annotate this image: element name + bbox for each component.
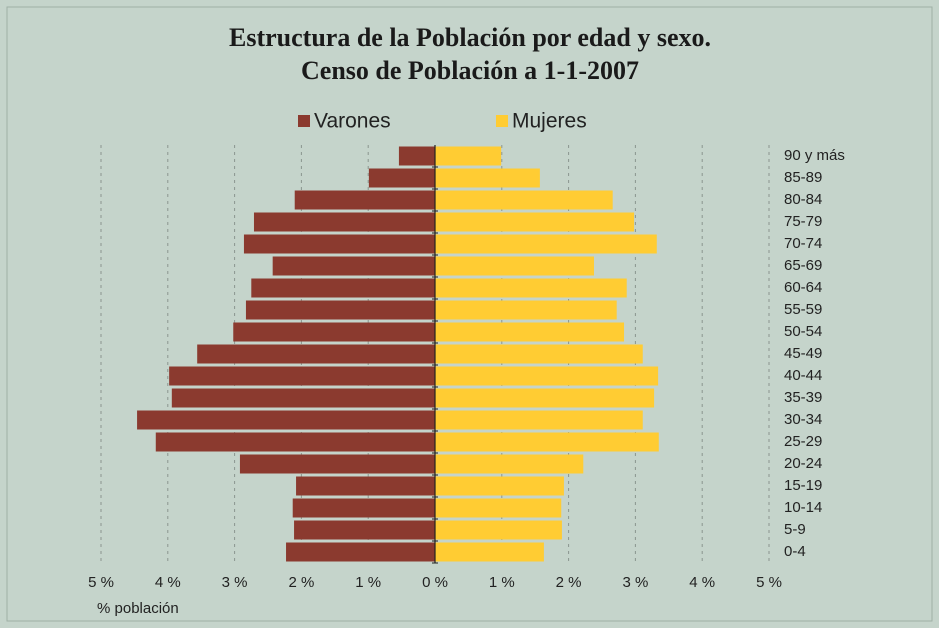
x-tick-label: 4 % bbox=[155, 574, 181, 591]
legend-label: Varones bbox=[314, 110, 391, 133]
chart-subtitle: Censo de Población a 1-1-2007 bbox=[301, 56, 639, 85]
x-tick-label: 0 % bbox=[422, 574, 448, 591]
y-tick-label: 25-29 bbox=[784, 433, 822, 450]
bar bbox=[435, 344, 643, 364]
bar bbox=[435, 388, 655, 408]
bar bbox=[435, 190, 613, 210]
bar bbox=[435, 322, 625, 342]
bar bbox=[294, 190, 435, 210]
bar bbox=[171, 388, 436, 408]
bar bbox=[435, 300, 617, 320]
y-tick-label: 35-39 bbox=[784, 389, 822, 406]
bar bbox=[272, 256, 435, 276]
y-tick-label: 45-49 bbox=[784, 345, 822, 362]
legend-label: Mujeres bbox=[512, 110, 587, 133]
bar bbox=[435, 432, 659, 452]
bar bbox=[435, 542, 544, 562]
y-tick-label: 20-24 bbox=[784, 455, 822, 472]
y-tick-label: 80-84 bbox=[784, 191, 822, 208]
y-tick-label: 90 y más bbox=[784, 147, 845, 164]
y-tick-label: 10-14 bbox=[784, 499, 822, 516]
bar bbox=[435, 454, 584, 474]
legend-swatch bbox=[298, 115, 310, 127]
y-tick-label: 70-74 bbox=[784, 235, 822, 252]
y-tick-label: 85-89 bbox=[784, 169, 822, 186]
bar bbox=[435, 146, 502, 166]
y-tick-label: 60-64 bbox=[784, 279, 822, 296]
bar bbox=[239, 454, 435, 474]
y-tick-label: 30-34 bbox=[784, 411, 822, 428]
bar bbox=[435, 278, 627, 298]
bar bbox=[137, 410, 435, 430]
y-tick-label: 75-79 bbox=[784, 213, 822, 230]
x-tick-label: 3 % bbox=[622, 574, 648, 591]
bar bbox=[294, 520, 435, 540]
bar bbox=[435, 520, 562, 540]
bar bbox=[435, 366, 659, 386]
bar bbox=[245, 300, 435, 320]
bar bbox=[368, 168, 435, 188]
x-tick-label: 1 % bbox=[489, 574, 515, 591]
bar bbox=[169, 366, 436, 386]
bar bbox=[243, 234, 435, 254]
bar bbox=[435, 168, 540, 188]
x-tick-label: 2 % bbox=[556, 574, 582, 591]
bar bbox=[435, 256, 594, 276]
y-tick-label: 15-19 bbox=[784, 477, 822, 494]
y-tick-label: 50-54 bbox=[784, 323, 822, 340]
bar bbox=[253, 212, 435, 232]
x-axis-label: % población bbox=[97, 600, 179, 617]
bar bbox=[251, 278, 435, 298]
chart-title: Estructura de la Población por edad y se… bbox=[229, 23, 711, 52]
bar bbox=[435, 410, 643, 430]
x-tick-label: 3 % bbox=[222, 574, 248, 591]
y-tick-label: 5-9 bbox=[784, 521, 806, 538]
x-tick-label: 5 % bbox=[756, 574, 782, 591]
bar bbox=[155, 432, 435, 452]
frame bbox=[6, 6, 933, 622]
x-tick-label: 5 % bbox=[88, 574, 114, 591]
bar bbox=[435, 476, 564, 496]
bar bbox=[296, 476, 435, 496]
y-tick-label: 40-44 bbox=[784, 367, 822, 384]
bar bbox=[435, 234, 657, 254]
bar bbox=[435, 498, 562, 518]
y-tick-label: 55-59 bbox=[784, 301, 822, 318]
x-tick-label: 1 % bbox=[355, 574, 381, 591]
bar bbox=[197, 344, 435, 364]
x-tick-label: 4 % bbox=[689, 574, 715, 591]
bar bbox=[286, 542, 435, 562]
bar bbox=[398, 146, 435, 166]
y-tick-label: 0-4 bbox=[784, 543, 806, 560]
bar bbox=[435, 212, 635, 232]
bar bbox=[292, 498, 435, 518]
y-tick-label: 65-69 bbox=[784, 257, 822, 274]
bar bbox=[233, 322, 435, 342]
legend-swatch bbox=[496, 115, 508, 127]
x-tick-label: 2 % bbox=[288, 574, 314, 591]
